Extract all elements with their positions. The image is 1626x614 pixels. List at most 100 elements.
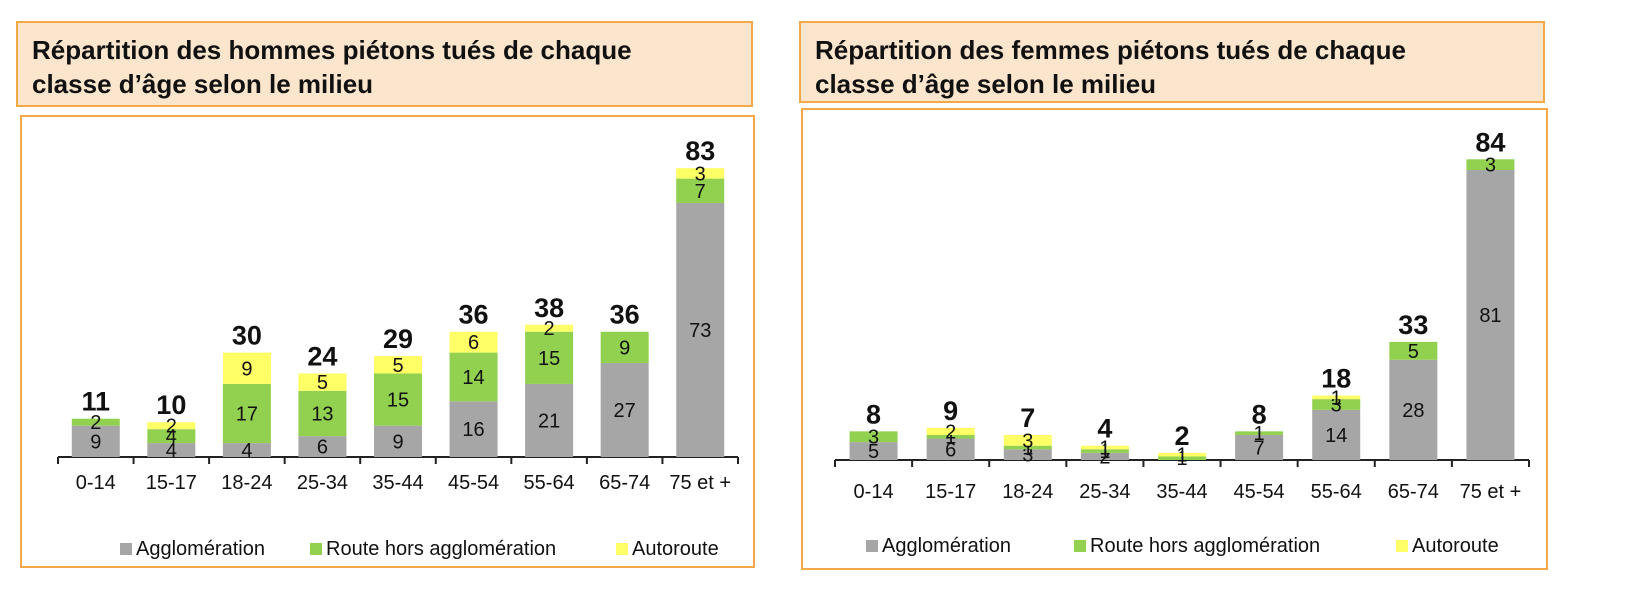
bar-segment-autoroute — [1312, 395, 1361, 400]
data-label-route: 13 — [311, 404, 333, 426]
chart-panel-femmes: 5 3 8 0-14 6 1 2 9 15-17 3 1 3 7 18-24 2 1 1 4 25-34 1 1 2 35-… — [801, 108, 1548, 570]
data-label-agglomeration: 6 — [945, 439, 956, 461]
data-label-agglomeration: 16 — [462, 419, 484, 441]
bar-segment-agglomeration — [525, 383, 574, 457]
bar-segment-autoroute — [1003, 434, 1052, 446]
legend-label-autoroute: Autoroute — [632, 538, 719, 560]
data-label-agglomeration: 9 — [392, 431, 403, 453]
bar-segment-agglomeration — [1312, 409, 1361, 460]
bar-segment-agglomeration — [374, 425, 422, 457]
bar-segment-route — [298, 390, 347, 437]
data-label-autoroute: 1 — [1176, 445, 1187, 467]
total-label: 8 — [866, 399, 881, 429]
bar-segment-route — [1158, 456, 1206, 460]
bar-segment-agglomeration — [298, 436, 347, 457]
x-tick-label: 55-64 — [1311, 481, 1362, 503]
bar-segment-agglomeration — [71, 425, 120, 457]
legend-swatch-route — [310, 543, 322, 555]
total-label: 36 — [610, 300, 640, 330]
bar-segment-autoroute — [147, 422, 196, 430]
bar-segment-agglomeration — [222, 443, 271, 457]
total-label: 4 — [1097, 414, 1112, 444]
data-label-agglomeration: 3 — [1022, 445, 1033, 467]
x-tick-label: 35-44 — [372, 472, 423, 494]
total-label: 10 — [156, 390, 186, 420]
data-label-agglomeration: 2 — [1099, 446, 1110, 468]
total-label: 11 — [82, 387, 111, 417]
data-label-route: 14 — [462, 367, 484, 389]
data-label-autoroute: 6 — [468, 332, 479, 354]
total-label: 8 — [1252, 399, 1267, 429]
bar-segment-route — [676, 178, 725, 203]
total-label: 38 — [534, 293, 564, 323]
legend-label-route: Route hors agglomération — [326, 538, 556, 560]
chart-title-femmes: Répartition des femmes piétons tués de c… — [799, 21, 1545, 103]
bar-segment-agglomeration — [1235, 434, 1284, 460]
chart-title-line1: Répartition des femmes piétons tués de c… — [815, 35, 1406, 65]
bar-segment-autoroute — [926, 427, 975, 435]
legend-label-agglomeration: Agglomération — [882, 535, 1011, 557]
data-label-agglomeration: 28 — [1402, 400, 1424, 422]
bar-segment-route — [849, 431, 898, 443]
data-label-autoroute: 5 — [317, 372, 328, 394]
data-label-agglomeration: 14 — [1325, 425, 1347, 447]
bar-segment-autoroute — [525, 324, 574, 332]
bar-segment-autoroute — [298, 373, 347, 391]
x-tick-label: 75 et + — [669, 472, 731, 494]
data-label-autoroute: 1 — [1099, 437, 1110, 459]
total-label: 83 — [685, 136, 715, 166]
total-label: 30 — [232, 321, 262, 351]
bar-segment-route — [525, 331, 574, 384]
bar-segment-route — [71, 418, 120, 426]
x-tick-label: 25-34 — [297, 472, 348, 494]
data-label-autoroute: 2 — [945, 421, 956, 443]
x-tick-label: 0-14 — [76, 472, 116, 494]
bar-segment-agglomeration — [926, 438, 975, 460]
bar-segment-route — [1389, 341, 1438, 360]
legend-swatch-agglomeration — [120, 543, 132, 555]
bar-chart-femmes: 5380-14612915-17313718-24211425-3411235-… — [834, 127, 1530, 557]
total-label: 33 — [1398, 310, 1428, 340]
bar-segment-autoroute — [1080, 445, 1129, 450]
total-label: 84 — [1475, 127, 1505, 157]
data-label-route: 9 — [619, 337, 630, 359]
data-label-route: 15 — [538, 348, 560, 370]
data-label-agglomeration: 27 — [614, 400, 636, 422]
bar-segment-route — [374, 373, 422, 426]
legend-swatch-autoroute — [616, 543, 628, 555]
total-label: 7 — [1020, 403, 1035, 433]
data-label-agglomeration: 4 — [166, 440, 177, 462]
data-label-route: 1 — [1022, 437, 1033, 459]
data-label-autoroute: 2 — [166, 416, 177, 438]
legend-swatch-agglomeration — [866, 540, 878, 552]
data-label-route: 1 — [1099, 441, 1110, 463]
legend-label-route: Route hors agglomération — [1090, 535, 1320, 557]
data-label-route: 1 — [1176, 448, 1187, 470]
data-label-autoroute: 5 — [392, 355, 403, 377]
data-label-route: 15 — [387, 390, 409, 412]
bar-segment-agglomeration — [147, 443, 196, 457]
bar-segment-route — [1235, 431, 1284, 435]
bar-segment-route — [147, 429, 196, 444]
bar-segment-agglomeration — [1466, 170, 1515, 460]
bar-segment-agglomeration — [676, 202, 725, 457]
x-tick-label: 75 et + — [1460, 481, 1522, 503]
x-tick-label: 35-44 — [1156, 481, 1207, 503]
bar-segment-route — [1003, 445, 1052, 450]
bar-segment-autoroute — [449, 331, 498, 353]
total-label: 2 — [1174, 421, 1189, 451]
data-label-autoroute: 9 — [241, 358, 252, 380]
x-tick-label: 18-24 — [1002, 481, 1053, 503]
x-tick-label: 15-17 — [146, 472, 197, 494]
x-tick-label: 65-74 — [1388, 481, 1439, 503]
bar-segment-route — [1466, 159, 1515, 171]
chart-panel-hommes: 9 2 11 0-14 4 4 2 10 15-17 4 17 9 30 18-24 6 13 5 24 25-34… — [20, 115, 755, 568]
total-label: 9 — [943, 396, 958, 426]
x-tick-label: 15-17 — [925, 481, 976, 503]
chart-title-line2: classe d’âge selon le milieu — [815, 69, 1157, 99]
chart-title-line1: Répartition des hommes piétons tués de c… — [32, 35, 632, 65]
data-label-route: 17 — [236, 404, 258, 426]
bar-segment-route — [600, 331, 649, 364]
data-label-autoroute: 2 — [544, 318, 555, 340]
bar-segment-autoroute — [1158, 452, 1206, 457]
